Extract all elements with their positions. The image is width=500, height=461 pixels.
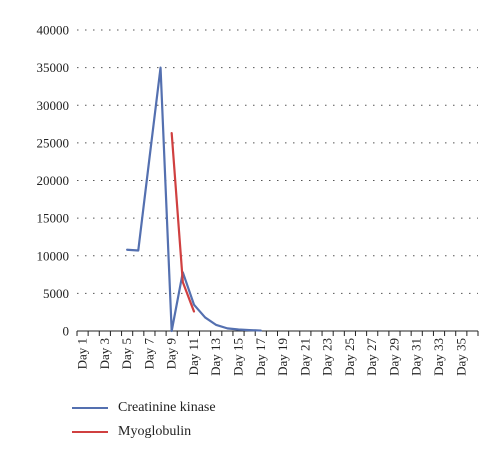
x-tick-label: Day 5 — [119, 338, 134, 369]
y-axis-tick-labels: 0 5000 10000 15000 20000 25000 30000 35000 40000 — [37, 23, 70, 339]
y-tick-label: 5000 — [43, 286, 69, 301]
legend-label-myoglobulin: Myoglobulin — [118, 424, 192, 439]
y-tick-label: 30000 — [37, 98, 70, 113]
y-tick-label: 40000 — [37, 23, 70, 38]
legend-label-creatinine-kinase: Creatinine kinase — [118, 400, 216, 415]
series-line-myoglobulin — [170, 131, 196, 313]
x-tick-label: Day 9 — [164, 338, 179, 369]
y-tick-label: 15000 — [37, 211, 70, 226]
x-tick-label: Day 11 — [186, 338, 201, 375]
x-tick-label: Day 17 — [253, 338, 268, 376]
x-tick-label: Day 31 — [409, 338, 424, 376]
x-tick-label: Day 13 — [208, 338, 223, 376]
x-tick-label: Day 21 — [297, 338, 312, 376]
axes — [76, 330, 479, 336]
x-tick-label: Day 29 — [386, 338, 401, 376]
x-axis-tick-labels: Day 1 Day 3 Day 5 Day 7 Day 9 Day 11 Day 13 Day… — [75, 338, 469, 376]
y-tick-label: 25000 — [37, 135, 70, 150]
series-line-creatinine-kinase — [126, 66, 262, 333]
x-tick-label: Day 27 — [364, 338, 379, 376]
legend-swatch-creatinine-kinase — [72, 407, 108, 409]
legend-item-creatinine-kinase: Creatinine kinase — [72, 396, 216, 420]
x-tick-label: Day 25 — [342, 338, 357, 376]
x-tick-label: Day 33 — [431, 338, 446, 376]
gridlines — [77, 29, 478, 294]
x-tick-label: Day 7 — [141, 338, 156, 370]
x-tick-label: Day 15 — [231, 338, 246, 376]
series-lines — [126, 66, 262, 333]
y-tick-label: 10000 — [37, 248, 70, 263]
x-tick-label: Day 1 — [75, 338, 90, 369]
x-tick-label: Day 3 — [97, 338, 112, 369]
y-tick-label: 35000 — [37, 60, 70, 75]
legend-item-myoglobulin: Myoglobulin — [72, 420, 216, 444]
legend: Creatinine kinase Myoglobulin — [72, 396, 216, 444]
x-tick-label: Day 35 — [453, 338, 468, 376]
legend-swatch-myoglobulin — [72, 431, 108, 433]
y-tick-label: 20000 — [37, 173, 70, 188]
y-tick-label: 0 — [63, 324, 70, 339]
x-tick-label: Day 23 — [320, 338, 335, 376]
x-tick-label: Day 19 — [275, 338, 290, 376]
